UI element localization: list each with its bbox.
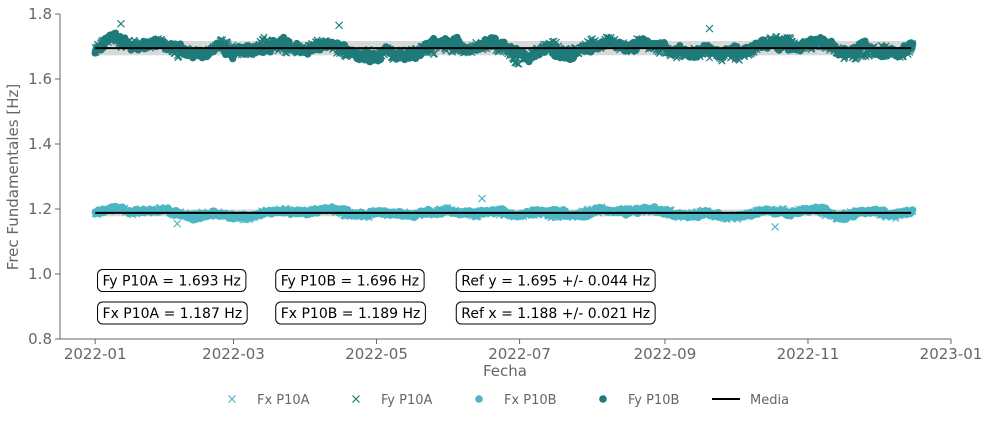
- mean-lines: [95, 47, 912, 214]
- y-tick-label: 1.6: [28, 70, 52, 88]
- y-ticks: 0.8 1.0 1.2 1.4 1.6 1.8: [28, 5, 60, 348]
- legend-marker: [475, 395, 483, 403]
- data-point: [909, 206, 917, 214]
- legend-label: Fy P10B: [628, 393, 679, 408]
- x-tick-label: 2022-09: [634, 345, 697, 363]
- std-bands: [95, 40, 912, 217]
- annotation-frame: [275, 301, 426, 325]
- annotation-text: Ref x = 1.188 +/- 0.021 Hz: [461, 306, 650, 322]
- legend-item: Media: [712, 393, 789, 408]
- y-tick-label: 0.8: [28, 330, 52, 348]
- data-point: [552, 38, 560, 46]
- annotation-frame: [455, 269, 656, 292]
- outlier-point: [335, 21, 343, 30]
- legend-item: Fx P10B: [475, 393, 557, 408]
- data-point: [430, 50, 439, 58]
- annotation-box: Fx P10B = 1.189 Hz: [275, 301, 426, 325]
- legend-item: Fy P10A: [352, 393, 432, 408]
- y-tick-label: 1.4: [28, 135, 52, 153]
- x-tick-label: 2022-01: [64, 345, 127, 363]
- y-axis-title: Frec Fundamentales [Hz]: [4, 84, 22, 270]
- annotation-text: Ref y = 1.695 +/- 0.044 Hz: [461, 274, 650, 290]
- data-points: [91, 19, 917, 231]
- y-tick-label: 1.0: [28, 265, 52, 283]
- data-point: [852, 55, 861, 63]
- outlier-point: [117, 19, 125, 28]
- y-tick-label: 1.2: [28, 200, 52, 218]
- data-point: [909, 40, 917, 48]
- legend-label: Fx P10A: [257, 393, 310, 408]
- annotation-frame: [97, 269, 247, 292]
- x-tick-label: 2022-07: [488, 345, 551, 363]
- legend-marker: [228, 395, 236, 403]
- data-point: [285, 38, 293, 46]
- x-ticks: 2022-01 2022-03 2022-05 2022-07 2022-09 2022-…: [64, 339, 983, 363]
- annotation-frame: [275, 269, 425, 292]
- annotation-frame: [455, 301, 656, 325]
- legend-label: Fx P10B: [504, 393, 557, 408]
- annotation-text: Fy P10B = 1.696 Hz: [281, 274, 419, 290]
- annotation-box: Fx P10A = 1.187 Hz: [97, 301, 248, 325]
- x-tick-label: 2022-03: [202, 345, 265, 363]
- annotation-box: Ref x = 1.188 +/- 0.021 Hz: [455, 301, 656, 325]
- legend-label: Fy P10A: [381, 393, 432, 408]
- annotation-box: Fy P10B = 1.696 Hz: [275, 269, 425, 292]
- legend-item: Fx P10A: [228, 393, 310, 408]
- legend-marker: [599, 395, 607, 403]
- outlier-point: [173, 219, 182, 228]
- data-point: [416, 52, 424, 60]
- annotation-text: Fx P10B = 1.189 Hz: [281, 306, 421, 322]
- annotations: Fy P10A = 1.693 Hz Fy P10B = 1.696 Hz Ref …: [97, 269, 656, 325]
- annotation-text: Fx P10A = 1.187 Hz: [103, 306, 243, 322]
- x-axis-title: Fecha: [483, 362, 527, 380]
- data-point: [515, 60, 523, 68]
- axes: [59, 14, 951, 340]
- annotation-box: Fy P10A = 1.693 Hz: [97, 269, 247, 292]
- outlier-point: [705, 24, 714, 33]
- legend-item: Fy P10B: [599, 393, 679, 408]
- annotation-box: Ref y = 1.695 +/- 0.044 Hz: [455, 269, 656, 292]
- legend-marker: [352, 395, 360, 403]
- x-tick-label: 2022-11: [777, 345, 840, 363]
- legend-label: Media: [750, 393, 789, 408]
- y-tick-label: 1.8: [28, 5, 52, 23]
- annotation-frame: [97, 301, 248, 325]
- x-tick-label: 2023-01: [920, 345, 983, 363]
- data-point: [376, 55, 385, 64]
- data-point: [229, 55, 237, 63]
- outlier-point: [478, 194, 486, 203]
- x-tick-label: 2022-05: [345, 345, 408, 363]
- outlier-point: [771, 222, 780, 231]
- annotation-text: Fy P10A = 1.693 Hz: [103, 274, 241, 290]
- legend: Fx P10A Fy P10A Fx P10B Fy P10B Media: [228, 393, 789, 408]
